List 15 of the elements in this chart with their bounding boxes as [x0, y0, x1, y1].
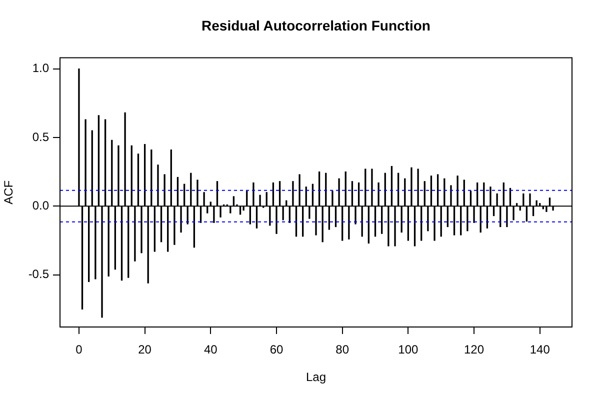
x-tick-label: 100 [398, 342, 419, 357]
x-tick-label: 140 [530, 342, 550, 357]
y-tick-label: -0.5 [28, 267, 50, 282]
x-tick-label: 0 [76, 342, 83, 357]
x-tick-label: 20 [138, 342, 152, 357]
x-tick-label: 80 [336, 342, 350, 357]
y-tick-label: 0.0 [32, 198, 50, 212]
x-tick-label: 120 [464, 342, 484, 357]
x-axis-title: Lag [306, 370, 326, 384]
chart-title: Residual Autocorrelation Function [202, 17, 430, 34]
y-tick-label: 0.5 [32, 130, 50, 144]
x-tick-label: 60 [270, 342, 284, 357]
y-tick-label: 1.0 [32, 61, 50, 76]
x-tick-label: 40 [204, 342, 218, 357]
y-axis-title: ACF [2, 180, 16, 204]
